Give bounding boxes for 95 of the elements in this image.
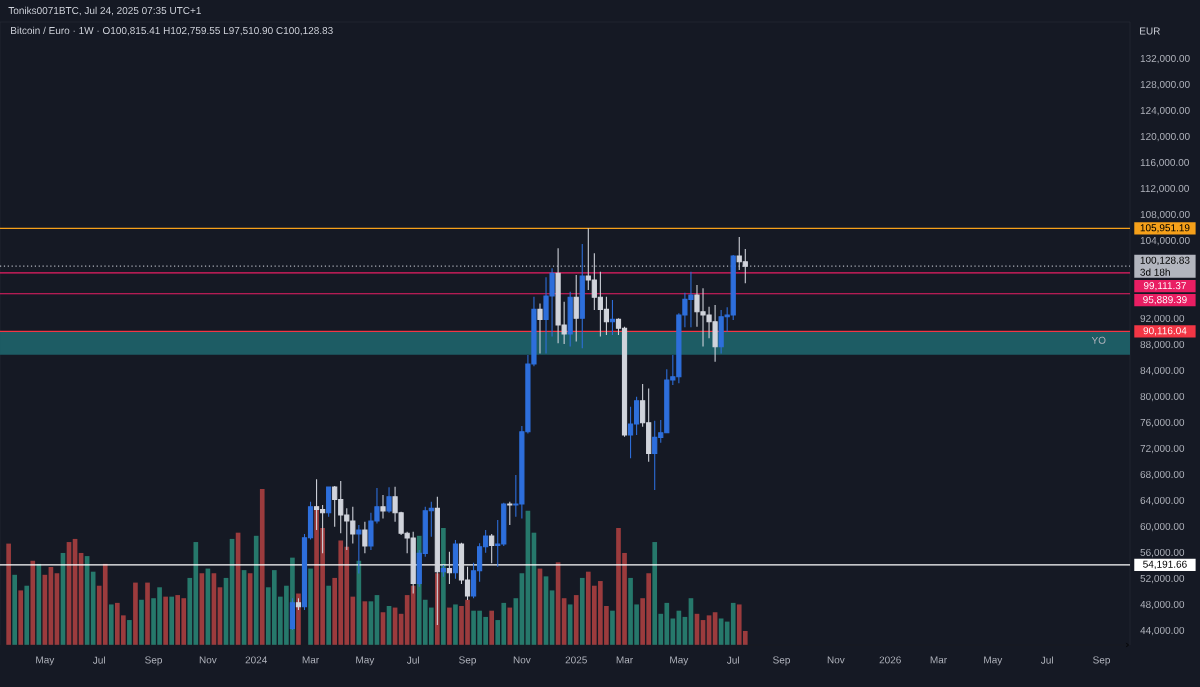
candlestick: [440, 564, 446, 578]
x-tick-label: Jul: [1040, 656, 1053, 664]
bar: [567, 604, 573, 645]
bar: [139, 599, 144, 645]
x-tick-label: Nov: [827, 656, 845, 664]
bar: [6, 543, 11, 645]
x-tick-label: May: [356, 656, 375, 666]
y-tick-label: 120,000.00: [1140, 132, 1190, 142]
chart-title: Bitcoin / Euro · 1W · O100,815.41 H102,759.55 L97,510.90 C100,128.83: [11, 26, 333, 36]
candlestick: [507, 501, 513, 526]
candlestick: [446, 551, 453, 585]
bar: [447, 607, 452, 645]
x-tick-label: Jul: [406, 656, 419, 664]
y-axis-title: EUR: [1140, 27, 1160, 35]
bar: [610, 610, 615, 645]
bar: [489, 610, 495, 645]
bar: [573, 595, 579, 645]
candlestick: [537, 302, 543, 354]
y-tick-label: 68,000.00: [1140, 470, 1185, 480]
bar: [453, 604, 458, 645]
bar: [308, 568, 313, 645]
x-tick-label: Nov: [199, 656, 217, 664]
y-tick-label: 76,000.00: [1140, 418, 1185, 428]
candlestick: [573, 274, 579, 343]
x-tick-label: Nov: [513, 656, 531, 664]
y-tick-label: 108,000.00: [1140, 210, 1190, 220]
x-tick-label: May: [984, 656, 1003, 666]
y-tick-label: 44,000.00: [1140, 626, 1185, 636]
y-tick-label: 112,000.00: [1140, 184, 1189, 194]
x-tick-label: Jul: [726, 656, 739, 664]
x-tick-label: Sep: [773, 656, 790, 666]
y-tick-label: 104,000.00: [1140, 236, 1190, 246]
candlestick: [609, 299, 616, 336]
bar: [507, 607, 513, 645]
bar: [133, 582, 138, 645]
bar: [259, 489, 265, 645]
bar: [18, 590, 24, 645]
bar: [30, 560, 36, 645]
ref-line-label: 90,116.04: [1143, 327, 1187, 336]
x-tick-label: Sep: [1093, 656, 1111, 666]
x-tick-label: Mar: [302, 656, 319, 664]
y-tick-label: 88,000.00: [1140, 340, 1185, 350]
y-tick-label: 84,000.00: [1140, 366, 1185, 376]
bar: [24, 585, 30, 645]
bar: [163, 596, 168, 645]
y-tick-label: 60,000.00: [1140, 522, 1185, 532]
bar: [410, 585, 416, 645]
bar: [108, 604, 114, 645]
x-tick-label: May: [670, 656, 689, 666]
bar: [253, 535, 259, 645]
candlestick: [386, 486, 392, 514]
y-tick-label: 92,000.00: [1140, 314, 1185, 324]
x-tick-label: 2024: [245, 656, 268, 664]
x-tick-label: Mar: [930, 656, 947, 664]
x-tick-label: Mar: [616, 656, 633, 664]
y-tick-label: 132,000.00: [1140, 54, 1190, 64]
candlestick: [326, 486, 332, 518]
bar: [169, 596, 174, 645]
y-tick-label: 48,000.00: [1140, 600, 1185, 610]
y-tick-label: 124,000.00: [1140, 106, 1190, 116]
ref-line-label: 100,128.83: [1140, 256, 1190, 265]
candlestick: [489, 533, 495, 564]
y-tick-label: 128,000.00: [1140, 80, 1190, 90]
x-tick-label: 2026: [879, 656, 901, 664]
x-tick-label: Sep: [459, 656, 477, 666]
bar: [36, 563, 42, 645]
candlestick: [452, 539, 459, 580]
y-tick-label: 72,000.00: [1140, 444, 1185, 454]
x-tick-label: May: [36, 656, 55, 666]
ref-line-label: 54,191.66: [1143, 560, 1187, 569]
candlestick: [579, 243, 585, 349]
ref-line-label: 105,951.19: [1140, 224, 1190, 233]
candlestick: [362, 521, 368, 554]
y-tick-label: 56,000.00: [1140, 548, 1185, 558]
x-tick-label: Jul: [92, 656, 105, 664]
candlestick: [567, 291, 573, 348]
candlestick: [295, 597, 302, 611]
y-tick-label: 52,000.00: [1140, 574, 1185, 584]
bar: [326, 585, 331, 645]
x-tick-label: Sep: [145, 656, 163, 666]
text: Toniks0071BTC, Jul 24, 2025 07:35 UTC+1: [8, 6, 201, 16]
x-tick-label: 2025: [565, 656, 587, 664]
bar: [579, 577, 585, 645]
text: 3d 18h: [1140, 268, 1170, 276]
ref-line-label: 99,111.37: [1143, 282, 1186, 291]
y-tick-label: 116,000.00: [1140, 158, 1189, 168]
annotation: YO: [1091, 336, 1106, 344]
candlestick: [380, 494, 386, 519]
y-tick-label: 80,000.00: [1140, 392, 1185, 402]
y-tick-label: 64,000.00: [1140, 496, 1185, 506]
bar: [441, 528, 446, 645]
bar: [12, 574, 17, 645]
bar: [127, 620, 132, 645]
bar: [145, 582, 150, 645]
ref-line-label: 95,889.39: [1143, 296, 1187, 305]
